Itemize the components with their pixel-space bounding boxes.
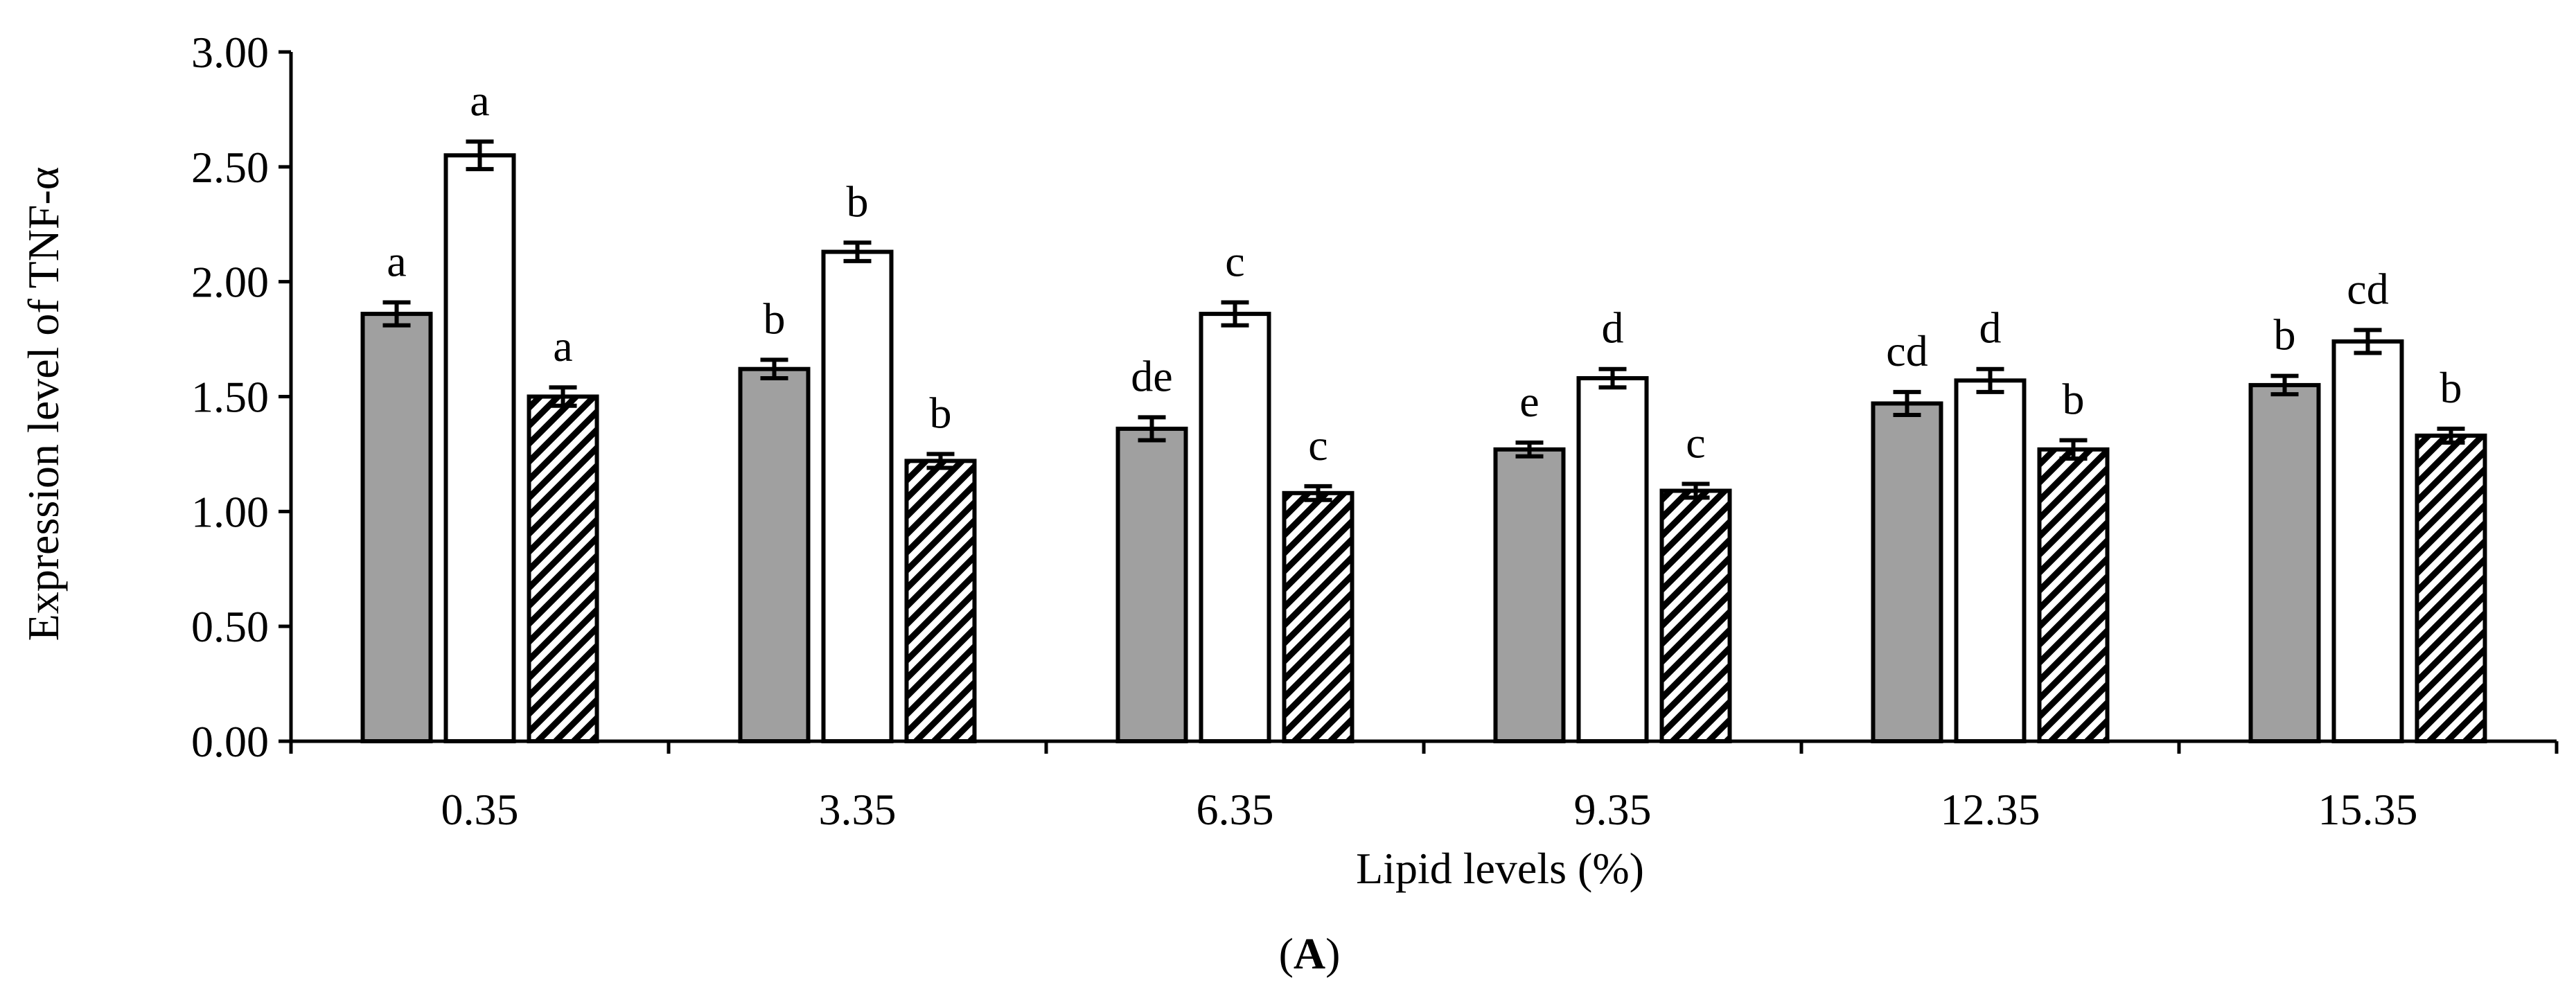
significance-letter: c [1686,418,1705,468]
x-tick-label: 6.35 [1197,785,1274,834]
bar-series-3-6.35 [1282,490,1355,743]
significance-letter: c [1225,237,1244,286]
x-tick-label: 0.35 [441,785,519,834]
significance-letter: cd [1886,326,1927,375]
panel-label-close: ) [1325,929,1340,978]
panel-label-letter: A [1294,929,1325,978]
significance-letter: b [930,388,952,437]
bar-series-3-15.35 [2415,433,2487,744]
significance-letter: e [1519,377,1539,426]
bar-series-3-9.35 [1659,488,1732,743]
x-tick-label: 15.35 [2318,785,2418,834]
x-tick-label: 12.35 [1941,785,2040,834]
y-tick-label: 1.50 [191,373,269,422]
error-bar-series-1-0.35 [382,300,411,328]
panel-label: (A) [1279,929,1341,978]
significance-letter: d [1979,303,2002,353]
error-bar-group [382,139,2465,502]
bar-series-1-3.35 [738,366,811,743]
significance-letter: b [2440,363,2462,412]
x-tick-label: 3.35 [819,785,897,834]
bar-group [360,153,2487,744]
bar-series-1-0.35 [360,312,433,744]
significance-letter: a [553,321,572,371]
error-bar-series-3-12.35 [2059,438,2088,461]
error-bar-series-3-6.35 [1304,484,1332,502]
axes-group [289,52,2557,743]
error-bar-series-3-0.35 [549,385,577,408]
error-bar-series-2-6.35 [1221,300,1249,328]
error-bar-series-1-9.35 [1515,440,1544,459]
x-ticks-group: 0.35 3.35 6.35 9.35 12.35 15.35 [289,741,2559,834]
bar-series-2-9.35 [1576,375,1649,743]
y-tick-label: 2.50 [191,143,269,192]
error-bar-series-2-3.35 [843,240,872,263]
bar-series-2-6.35 [1199,312,1271,744]
significance-letter: b [847,177,869,226]
error-bar-series-3-9.35 [1682,481,1710,500]
significance-letter: cd [2347,264,2388,313]
error-bar-series-2-9.35 [1598,366,1627,390]
error-bar-series-3-15.35 [2437,426,2465,445]
bar-series-1-15.35 [2248,382,2321,743]
significance-letter: a [387,237,406,286]
bar-series-2-12.35 [1954,378,2027,743]
bar-series-3-12.35 [2037,447,2110,743]
significance-letter: b [764,294,786,343]
x-axis-title: Lipid levels (%) [1356,844,1644,893]
panel-label-open: ( [1279,929,1294,978]
error-bar-series-3-3.35 [926,452,955,470]
x-tick-label: 9.35 [1574,785,1652,834]
y-axis-title: Expression level of TNF-α [19,167,68,641]
y-tick-label: 2.00 [191,258,269,307]
significance-letter: b [2063,375,2085,424]
bar-series-3-0.35 [527,394,599,743]
bar-series-1-6.35 [1115,426,1188,744]
bar-series-2-15.35 [2331,339,2404,743]
error-bar-series-2-0.35 [466,139,494,172]
bar-series-2-0.35 [443,153,516,743]
significance-letter: b [2274,310,2296,360]
bar-series-1-9.35 [1493,447,1566,743]
significance-letter: a [470,76,489,125]
error-bar-series-2-15.35 [2354,328,2382,355]
y-tick-label: 1.00 [191,487,269,536]
bar-series-3-3.35 [904,459,977,743]
y-tick-label: 3.00 [191,28,269,77]
error-bar-series-1-3.35 [760,357,788,380]
error-bar-series-1-12.35 [1893,389,1921,418]
bar-series-2-3.35 [821,249,894,743]
y-tick-label: 0.00 [191,717,269,766]
error-bar-series-1-6.35 [1138,415,1166,443]
y-tick-label: 0.50 [191,602,269,651]
error-bar-series-2-12.35 [1976,366,2004,394]
significance-letter: d [1602,303,1624,353]
y-ticks-group: 0.00 0.50 1.00 1.50 2.00 2.50 3.00 [191,28,291,766]
significance-letter: c [1308,420,1327,470]
error-bar-series-1-15.35 [2270,373,2299,397]
bar-series-1-12.35 [1871,401,1943,743]
significance-letter: de [1131,351,1172,400]
